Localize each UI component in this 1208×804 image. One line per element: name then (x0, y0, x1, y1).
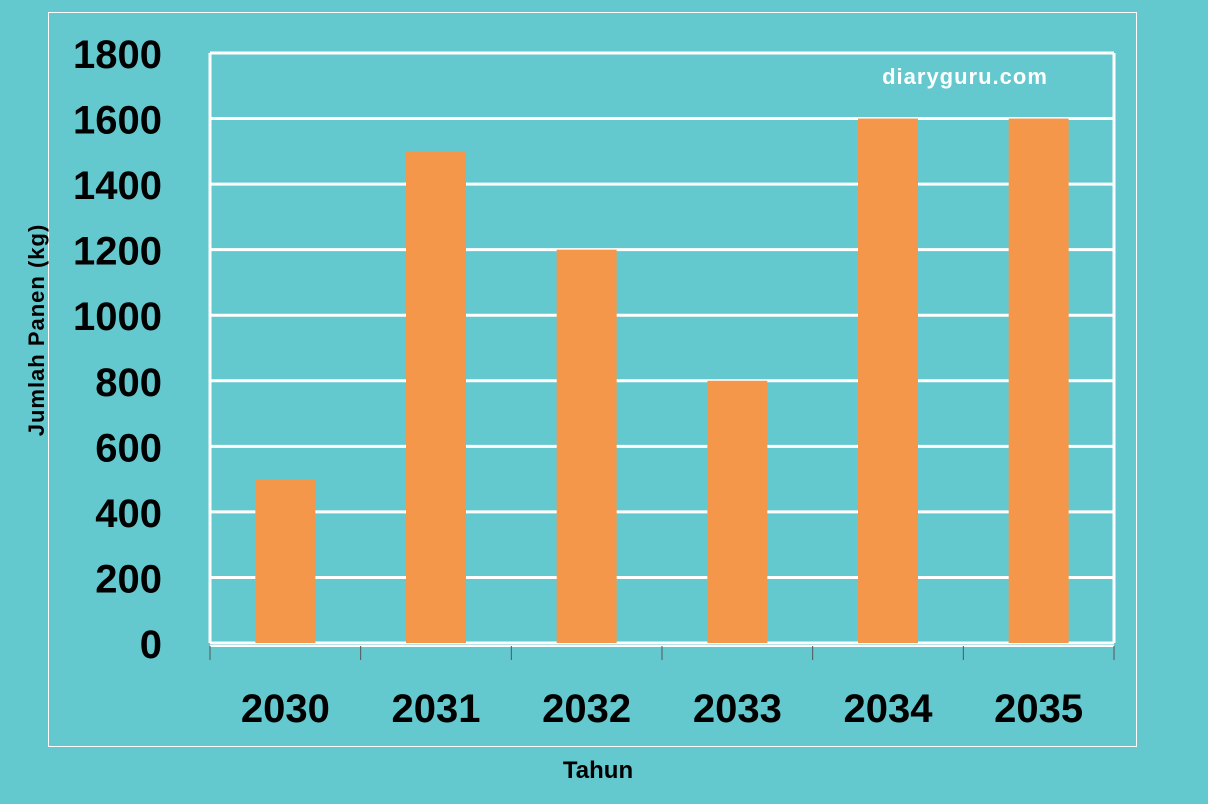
x-axis-title: Tahun (563, 757, 633, 784)
bar (1008, 118, 1069, 644)
x-tick-label: 2032 (542, 687, 631, 731)
bar (858, 118, 918, 644)
gridlines (208, 51, 1116, 645)
x-tick-label: 2030 (241, 687, 330, 731)
chart-frame (48, 12, 1137, 747)
y-tick-label: 800 (95, 361, 162, 405)
y-tick-label: 1400 (73, 164, 162, 208)
bar (707, 380, 768, 643)
x-tick-label: 2033 (693, 687, 782, 731)
y-axis-title: Jumlah Panen (kg) (24, 224, 49, 437)
bar (406, 151, 466, 644)
watermark-text: diaryguru.com (882, 64, 1048, 89)
y-tick-label: 1000 (73, 295, 162, 339)
bar (255, 479, 316, 643)
y-tick-label: 0 (140, 623, 162, 667)
y-tick-label: 1200 (73, 230, 162, 274)
x-tick-label: 2034 (844, 687, 934, 731)
axes (209, 645, 1115, 660)
y-tick-label: 1600 (73, 99, 162, 143)
x-tick-label: 2031 (392, 687, 481, 731)
bar (556, 249, 617, 643)
x-tick-labels: 2030 2031 2032 2033 2034 2035 (241, 687, 1083, 731)
y-tick-label: 200 (95, 557, 162, 601)
y-tick-label: 400 (95, 492, 162, 536)
y-tick-label: 600 (95, 426, 162, 470)
x-tick-label: 2035 (994, 687, 1083, 731)
y-tick-labels: 0 200 400 600 800 1000 1200 1400 1600 1800 (73, 33, 162, 667)
bars (255, 118, 1069, 644)
y-tick-label: 1800 (73, 33, 162, 77)
